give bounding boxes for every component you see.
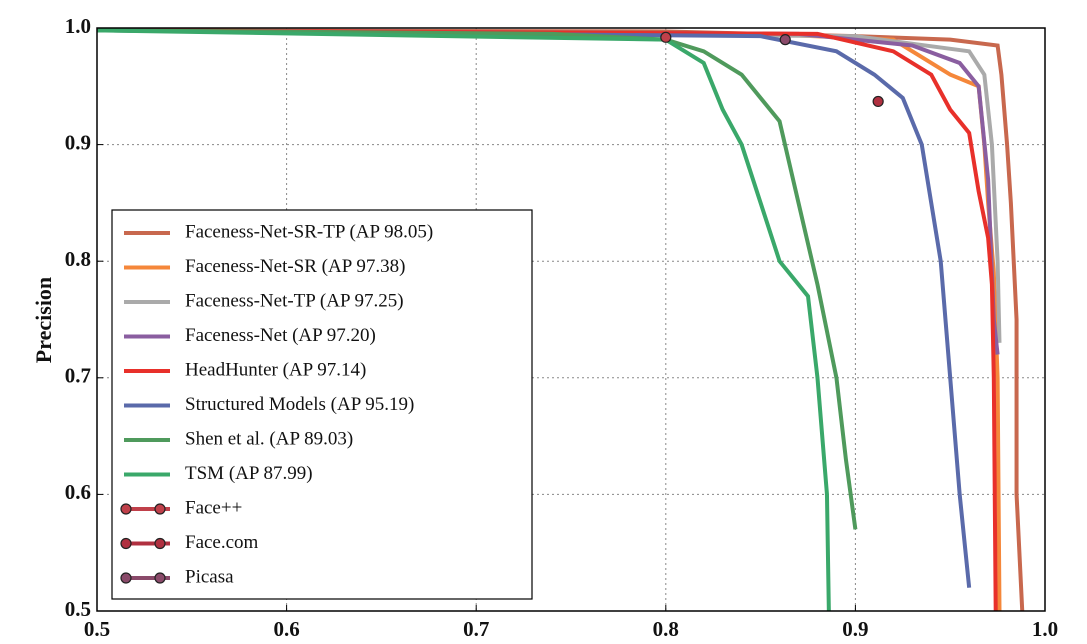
- x-tick-label: 0.7: [463, 617, 489, 641]
- y-tick-label: 0.8: [65, 247, 91, 271]
- legend: Faceness-Net-SR-TP (AP 98.05) Faceness-Ne…: [111, 209, 533, 600]
- x-tick-label: 0.5: [84, 617, 110, 641]
- legend-marker: [154, 503, 166, 515]
- series-line: [96, 28, 998, 612]
- legend-label: Faceness-Net (AP 97.20): [185, 325, 376, 346]
- y-tick-label: 0.9: [65, 130, 91, 154]
- y-axis-label: Precision: [31, 277, 56, 363]
- legend-label: Structured Models (AP 95.19): [185, 394, 414, 415]
- plot-frame: [96, 27, 1046, 612]
- data-point: [779, 34, 791, 46]
- x-tick-label: 0.6: [273, 617, 299, 641]
- legend-label: Faceness-Net-SR-TP (AP 98.05): [185, 221, 433, 242]
- legend-label: Faceness-Net-SR (AP 97.38): [185, 256, 405, 277]
- y-tick-label: 0.7: [65, 364, 91, 388]
- legend-marker: [154, 537, 166, 550]
- legend-label: Face.com: [185, 532, 259, 553]
- legend-marker: [120, 503, 132, 515]
- legend-label: TSM (AP 87.99): [185, 463, 313, 484]
- x-tick-label: 1.0: [1032, 617, 1058, 641]
- legend-marker: [120, 537, 132, 550]
- series-line: [96, 28, 1002, 343]
- legend-label: Shen et al. (AP 89.03): [185, 428, 353, 449]
- legend-label: Face++: [185, 497, 242, 518]
- y-tick-label: 0.6: [65, 480, 91, 504]
- x-tick-label: 0.8: [653, 617, 679, 641]
- series-line: [96, 28, 972, 588]
- data-point: [872, 95, 884, 108]
- y-tick-label: 0.5: [65, 597, 91, 621]
- x-tick-label: 0.9: [842, 617, 868, 641]
- legend-label: Faceness-Net-TP (AP 97.25): [185, 290, 404, 311]
- legend-box: [111, 209, 533, 600]
- legend-marker: [120, 572, 132, 584]
- legend-label: HeadHunter (AP 97.14): [185, 359, 366, 380]
- legend-marker: [154, 572, 166, 584]
- legend-label: Picasa: [185, 566, 234, 587]
- series-line: [96, 28, 831, 612]
- y-tick-label: 1.0: [65, 14, 91, 38]
- data-point: [660, 31, 672, 43]
